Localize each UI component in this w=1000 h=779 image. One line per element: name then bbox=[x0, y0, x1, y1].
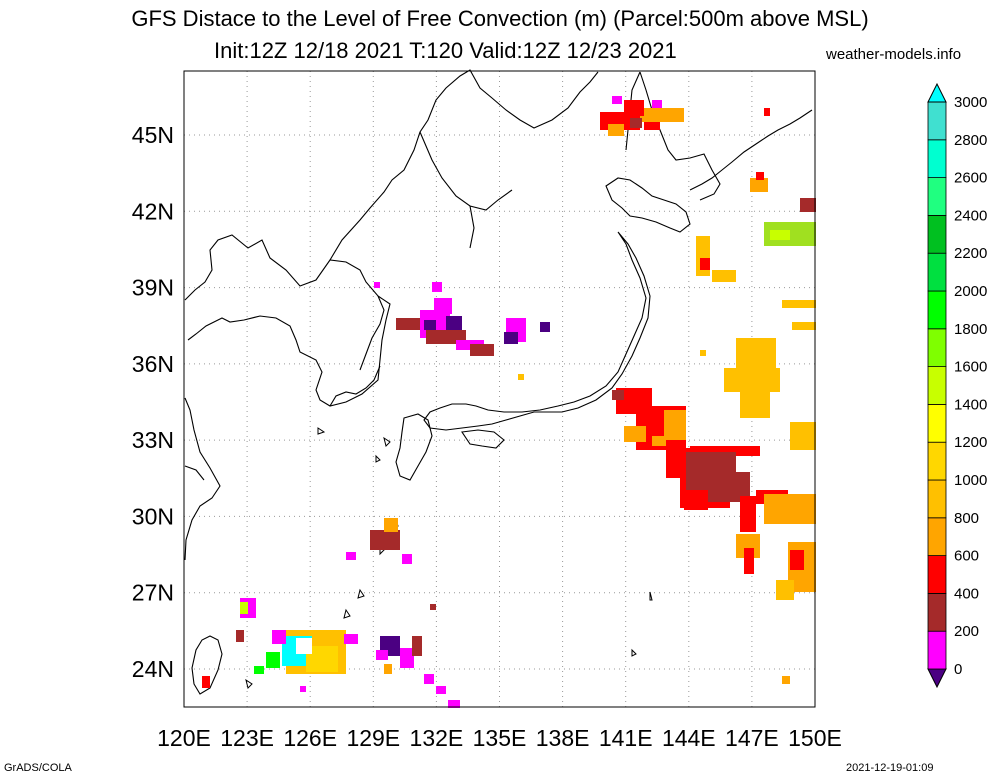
footer-timestamp: 2021-12-19-01:09 bbox=[846, 762, 934, 774]
colorbar-label: 600 bbox=[954, 548, 979, 565]
colorbar-label: 400 bbox=[954, 585, 979, 602]
small-islands bbox=[245, 427, 653, 689]
colorbar-band bbox=[927, 101, 947, 141]
colorbar-label: 2000 bbox=[954, 283, 987, 300]
colorbar-band bbox=[927, 252, 947, 292]
colorbar-max-arrow bbox=[927, 82, 947, 103]
colorbar-label: 3000 bbox=[954, 94, 987, 111]
colorbar-label: 1000 bbox=[954, 472, 987, 489]
colorbar-band bbox=[927, 479, 947, 519]
coastlines bbox=[184, 69, 813, 695]
lat-label: 45N bbox=[132, 122, 174, 148]
site-label: weather-models.info bbox=[826, 46, 962, 63]
map-title: GFS Distace to the Level of Free Convect… bbox=[131, 6, 869, 31]
colorbar-label: 1600 bbox=[954, 359, 987, 376]
lat-label: 27N bbox=[132, 580, 174, 606]
lon-label: 135E bbox=[473, 725, 527, 751]
colorbar-band bbox=[927, 441, 947, 481]
colorbar-label: 2400 bbox=[954, 207, 987, 224]
lon-label: 150E bbox=[788, 725, 842, 751]
colorbar-band bbox=[927, 630, 947, 670]
colorbar-label: 800 bbox=[954, 510, 979, 527]
colorbar-label: 1400 bbox=[954, 396, 987, 413]
footer-credit: GrADS/COLA bbox=[4, 762, 72, 774]
colorbar-band bbox=[927, 366, 947, 405]
colorbar-min-arrow bbox=[927, 668, 947, 689]
colorbar-label: 2600 bbox=[954, 170, 987, 187]
lon-label: 144E bbox=[662, 725, 716, 751]
longitude-labels: 120E 123E 126E 129E 132E 135E 138E 141E 144E 147E… bbox=[157, 725, 842, 751]
colorbar-band bbox=[927, 403, 947, 443]
latitude-labels: 45N 42N 39N 36N 33N 30N 27N 24N bbox=[132, 122, 174, 682]
lon-label: 129E bbox=[346, 725, 400, 751]
map-subtitle: Init:12Z 12/18 2021 T:120 Valid:12Z 12/2… bbox=[214, 38, 677, 63]
lat-label: 24N bbox=[132, 656, 174, 682]
lat-label: 30N bbox=[132, 503, 174, 529]
grid-lines bbox=[184, 71, 815, 707]
lat-label: 42N bbox=[132, 198, 174, 224]
colorbar-label: 1800 bbox=[954, 321, 987, 338]
colorbar-band bbox=[927, 290, 947, 330]
lon-label: 126E bbox=[283, 725, 337, 751]
colorbar-band bbox=[927, 517, 947, 556]
colorbar-band bbox=[927, 328, 947, 367]
colorbar-label: 2800 bbox=[954, 132, 987, 149]
colorbar-band bbox=[927, 177, 947, 216]
map-frame bbox=[183, 70, 816, 708]
lon-label: 123E bbox=[220, 725, 274, 751]
colorbar: 0 200 400 600 800 1000 1200 1400 1600 1800 2000 220… bbox=[927, 82, 987, 689]
colorbar-label: 1200 bbox=[954, 434, 987, 451]
lon-label: 147E bbox=[725, 725, 779, 751]
colorbar-band bbox=[927, 139, 947, 179]
colorbar-label: 0 bbox=[954, 661, 962, 678]
lon-label: 141E bbox=[599, 725, 653, 751]
data-fields bbox=[202, 96, 816, 708]
colorbar-band bbox=[927, 214, 947, 254]
lon-label: 138E bbox=[536, 725, 590, 751]
colorbar-band bbox=[927, 555, 947, 594]
lat-label: 36N bbox=[132, 351, 174, 377]
lon-label: 120E bbox=[157, 725, 211, 751]
lat-label: 39N bbox=[132, 275, 174, 301]
colorbar-band bbox=[927, 593, 947, 632]
colorbar-label: 2200 bbox=[954, 245, 987, 262]
colorbar-label: 200 bbox=[954, 623, 979, 640]
lon-label: 132E bbox=[410, 725, 464, 751]
lat-label: 33N bbox=[132, 427, 174, 453]
